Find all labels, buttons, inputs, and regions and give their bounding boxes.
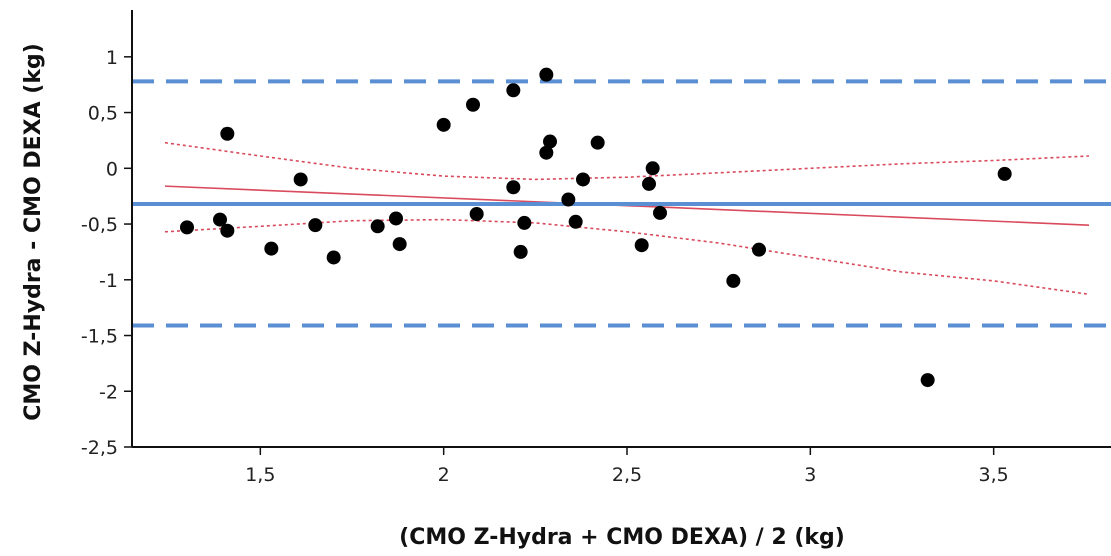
confidence-band-lower: [164, 218, 1090, 296]
axes: [131, 10, 1111, 448]
data-point-30: [726, 273, 741, 288]
data-point-8: [326, 250, 341, 265]
data-point-16: [506, 180, 521, 195]
data-point-18: [517, 215, 532, 230]
data-point-31: [752, 242, 766, 257]
y-tick-label: -2: [99, 381, 118, 403]
data-point-26: [634, 238, 649, 253]
data-point-25: [590, 135, 605, 150]
data-point-33: [997, 166, 1012, 181]
data-point-7: [308, 218, 323, 233]
y-tick-label: 0,5: [88, 103, 118, 125]
confidence-band-upper: [164, 141, 1090, 181]
data-point-23: [568, 214, 583, 229]
data-point-2: [213, 212, 227, 227]
x-tick-label: 3,5: [979, 464, 1009, 486]
data-point-11: [392, 237, 407, 252]
data-point-5: [264, 241, 279, 256]
y-tick-label: 1: [106, 47, 118, 69]
data-point-10: [389, 211, 403, 226]
data-point-21: [543, 134, 557, 149]
data-point-4: [220, 223, 235, 238]
confidence-band: [164, 141, 1090, 296]
y-tick-label: -1: [99, 270, 118, 292]
data-point-6: [293, 172, 308, 187]
x-tick-label: 1,5: [245, 464, 275, 486]
y-tick-label: -2,5: [81, 437, 118, 459]
data-point-28: [645, 161, 660, 176]
data-point-12: [436, 117, 451, 132]
data-point-27: [642, 176, 656, 191]
x-tick-label: 3: [804, 464, 816, 486]
y-axis-title: CMO Z-Hydra - CMO DEXA (kg): [21, 43, 46, 421]
data-point-19: [539, 67, 554, 82]
data-point-32: [920, 373, 935, 388]
x-tick-label: 2,5: [612, 464, 642, 486]
data-point-1: [180, 220, 194, 235]
data-point-24: [576, 172, 590, 187]
data-point-15: [506, 83, 521, 98]
data-point-3: [220, 126, 235, 141]
data-point-9: [370, 219, 385, 234]
data-point-29: [653, 205, 667, 220]
x-axis-title: (CMO Z-Hydra + CMO DEXA) / 2 (kg): [399, 525, 845, 550]
tick-labels: 1,5 2 2,5 3 3,5 1 0,5 0 -0,5 -1 -1,5 -2 -2,5: [81, 47, 1009, 486]
reference-lines: [132, 79, 1111, 328]
data-point-20: [539, 145, 554, 160]
data-point-22: [561, 192, 576, 207]
x-tick-label: 2: [438, 464, 450, 486]
data-points: [180, 67, 1012, 388]
y-tick-label: -0,5: [81, 214, 118, 236]
y-tick-label: -1,5: [81, 326, 118, 348]
data-point-14: [469, 207, 484, 222]
data-point-17: [513, 244, 528, 259]
y-tick-label: 0: [106, 158, 118, 180]
data-point-13: [466, 97, 480, 112]
